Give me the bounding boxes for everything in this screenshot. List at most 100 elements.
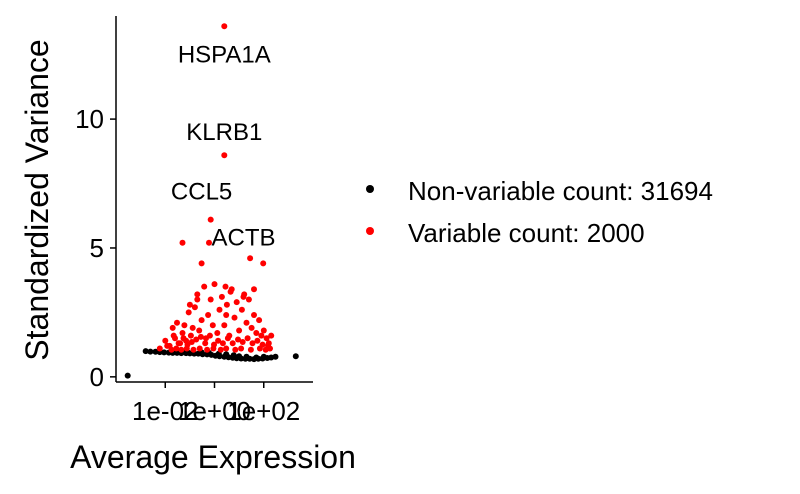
variable-point-38: [251, 312, 257, 318]
variable-point-68: [168, 346, 175, 353]
variable-point-55: [206, 332, 213, 339]
variable-point-24: [216, 306, 223, 313]
variable-point-43: [263, 335, 270, 342]
legend-label-non-variable: Non-variable count: 31694: [408, 176, 713, 206]
variable-point-17: [201, 283, 208, 290]
variable-point-15: [196, 327, 203, 334]
y-axis-title: Standardized Variance: [19, 39, 55, 360]
variable-point-92: [223, 312, 230, 318]
variable-point-57: [215, 337, 222, 344]
variable-point-59: [224, 335, 231, 342]
legend-dot-variable: [366, 227, 374, 235]
variable-point-63: [244, 335, 251, 342]
variable-point-94: [251, 286, 257, 293]
legend-label-variable: Variable count: 2000: [408, 218, 645, 248]
non-variable-point-38: [223, 351, 230, 358]
annotated-point-actb: [179, 239, 186, 246]
annotation-label-hspa1a: HSPA1A: [178, 42, 271, 69]
variable-point-39: [253, 330, 260, 336]
variable-point-90: [186, 301, 193, 308]
non-variable-point-3: [152, 348, 159, 355]
non-variable-point-32: [292, 353, 299, 360]
x-tick-label-1: 1e+00: [178, 396, 251, 426]
variable-point-75: [210, 345, 217, 352]
variable-point-62: [239, 339, 246, 345]
variable-point-13: [191, 304, 198, 311]
variable-point-77: [223, 345, 230, 352]
variable-point-20: [207, 296, 214, 303]
variable-point-0: [156, 345, 163, 352]
variable-point-3: [169, 324, 176, 331]
non-variable-point-31: [272, 353, 279, 360]
annotated-point-hspa1a: [221, 23, 228, 30]
variable-point-53: [197, 333, 204, 340]
variable-point-41: [258, 332, 265, 339]
variable-point-81: [256, 345, 263, 352]
variable-point-86: [222, 283, 229, 290]
variable-point-47: [170, 332, 177, 339]
variable-point-27: [223, 301, 230, 308]
variable-point-49: [180, 335, 187, 342]
non-variable-point-5: [161, 349, 168, 356]
variable-point-45: [268, 332, 275, 339]
variable-point-61: [235, 336, 241, 343]
variable-point-88: [247, 255, 254, 262]
variable-point-91: [194, 296, 201, 303]
x-tick-label-2: 1e+02: [227, 396, 300, 426]
variable-point-70: [178, 346, 185, 353]
variable-point-69: [173, 345, 180, 352]
annotation-label-actb: ACTB: [211, 225, 275, 252]
variable-point-25: [218, 293, 225, 300]
variable-point-35: [243, 319, 250, 326]
x-tick-label-0: 1e-02: [132, 396, 199, 426]
variable-point-89: [260, 260, 267, 267]
annotation-label-ccl5: CCL5: [171, 178, 232, 205]
variable-point-8: [181, 322, 188, 329]
variable-point-31: [233, 299, 240, 306]
variable-point-48: [175, 340, 182, 347]
variable-point-40: [256, 317, 263, 324]
x-axis-title: Average Expression: [70, 439, 356, 475]
variable-point-72: [190, 346, 197, 353]
variable-point-11: [187, 332, 194, 339]
variable-point-42: [260, 327, 267, 334]
variable-point-76: [217, 346, 224, 353]
non-variable-point-39: [230, 352, 237, 359]
variable-point-32: [236, 327, 243, 334]
variable-point-54: [202, 340, 209, 347]
variable-point-1: [162, 337, 169, 344]
variable-point-83: [267, 345, 273, 352]
non-variable-point-1: [142, 348, 149, 355]
variable-point-21: [209, 322, 216, 329]
variable-point-33: [238, 306, 245, 313]
variable-point-80: [247, 346, 254, 353]
variable-point-37: [248, 324, 255, 331]
y-tick-label-2: 10: [75, 104, 104, 134]
variable-point-71: [183, 345, 190, 352]
variable-point-46: [164, 342, 171, 349]
variable-point-22: [211, 281, 218, 288]
variable-point-79: [238, 345, 245, 352]
variable-point-23: [214, 330, 221, 336]
non-variable-point-42: [253, 354, 260, 361]
variable-point-14: [194, 291, 201, 298]
variable-point-74: [204, 346, 211, 353]
variable-point-58: [219, 340, 226, 347]
points-layer: [124, 239, 299, 379]
variable-point-7: [179, 330, 186, 336]
variable-point-93: [240, 293, 247, 300]
variable-point-60: [229, 340, 236, 347]
variable-point-19: [205, 312, 212, 318]
variable-point-52: [193, 336, 200, 343]
variable-point-51: [188, 339, 195, 345]
variable-point-16: [198, 317, 205, 324]
variable-point-65: [254, 337, 261, 344]
annotated-point-klrb1: [221, 152, 228, 159]
variable-point-12: [189, 324, 196, 331]
variable-point-84: [198, 260, 205, 267]
non-variable-point-2: [147, 348, 154, 355]
y-tick-label-1: 5: [90, 233, 104, 263]
variable-point-36: [245, 296, 252, 303]
